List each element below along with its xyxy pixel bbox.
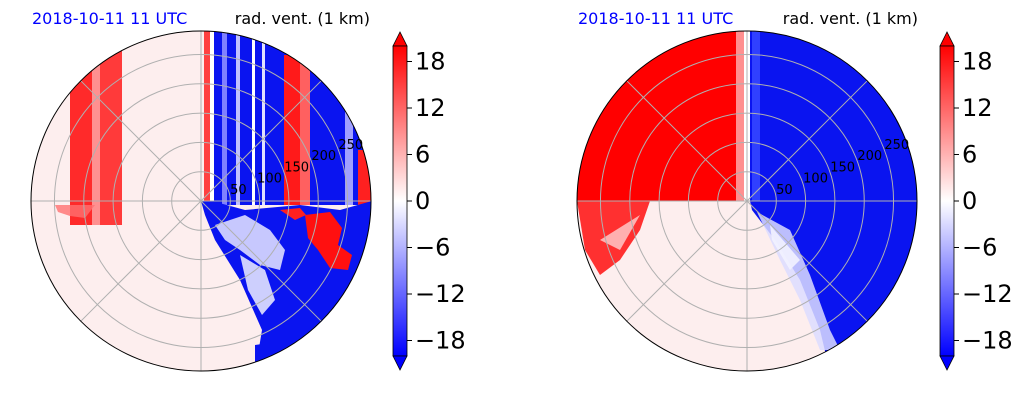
colorbar-tick-label: 12	[962, 94, 993, 122]
colorbar: 18 12 6 0 −6 −12 −18	[392, 31, 466, 371]
blue-region	[750, 31, 917, 371]
colorbar-tick-label: −6	[415, 234, 450, 262]
colorbar-tick-label: 18	[962, 48, 993, 76]
radial-tick-label: 50	[776, 183, 793, 198]
polar-grid	[31, 31, 371, 371]
radial-tick-label: 150	[284, 160, 309, 175]
radial-tick-label: 100	[803, 172, 828, 187]
radial-tick-label: 250	[338, 138, 363, 153]
grid-spoke	[80, 80, 202, 202]
colorbar-tick-label: 0	[415, 187, 430, 215]
grid-spoke	[200, 80, 322, 202]
colorbar-bar	[939, 45, 955, 357]
grid-spoke	[746, 200, 868, 322]
red-stripe	[92, 31, 100, 225]
colorbar-tick-label: −6	[962, 234, 997, 262]
radial-tick-label: 150	[830, 160, 855, 175]
grid-spoke	[200, 200, 322, 322]
radial-tick-label: 50	[230, 183, 247, 198]
grid-spoke	[80, 200, 202, 322]
radial-tick-label: 100	[257, 172, 282, 187]
polar-frame	[576, 30, 918, 372]
colorbar: 18 12 6 0 −6 −12 −18	[939, 31, 1013, 371]
grid-spoke	[626, 200, 748, 322]
colorbar-tick-label: −12	[415, 280, 466, 308]
colorbar-tick-label: −18	[962, 327, 1013, 355]
panel-variable-title: rad. vent. (1 km)	[783, 9, 918, 28]
red-stripe	[70, 31, 92, 225]
colorbar-top-arrow	[392, 31, 408, 47]
red-stripe	[100, 31, 122, 225]
radial-tick-label: 200	[857, 149, 882, 164]
colorbar-tick-label: 12	[415, 94, 446, 122]
colorbar-tick-label: −12	[962, 280, 1013, 308]
panel-date-title: 2018-10-11 11 UTC	[32, 9, 187, 28]
colorbar-bar	[392, 45, 408, 357]
panel-variable-title: rad. vent. (1 km)	[235, 9, 370, 28]
radial-tick-label: 200	[311, 149, 336, 164]
radial-tick-label: 250	[884, 138, 909, 153]
colorbar-bottom-arrow	[939, 355, 955, 371]
panel-date-title: 2018-10-11 11 UTC	[578, 9, 733, 28]
colorbar-tick-label: −18	[415, 327, 466, 355]
polar-grid	[577, 31, 917, 371]
right-panel: 2018-10-11 11 UTC rad. vent. (1 km) 50 10…	[576, 9, 1013, 372]
colorbar-tick-label: 6	[962, 141, 977, 169]
colorbar-tick-label: 6	[415, 141, 430, 169]
polar-frame	[30, 30, 372, 372]
colorbar-bottom-arrow	[392, 355, 408, 371]
colorbar-top-arrow	[939, 31, 955, 47]
grid-spoke	[746, 80, 868, 202]
grid-spoke	[626, 80, 748, 202]
colorbar-tick-label: 0	[962, 187, 977, 215]
colorbar-tick-label: 18	[415, 48, 446, 76]
left-panel: 2018-10-11 11 UTC rad. vent. (1 km)	[30, 9, 466, 372]
red-blob	[305, 212, 352, 270]
